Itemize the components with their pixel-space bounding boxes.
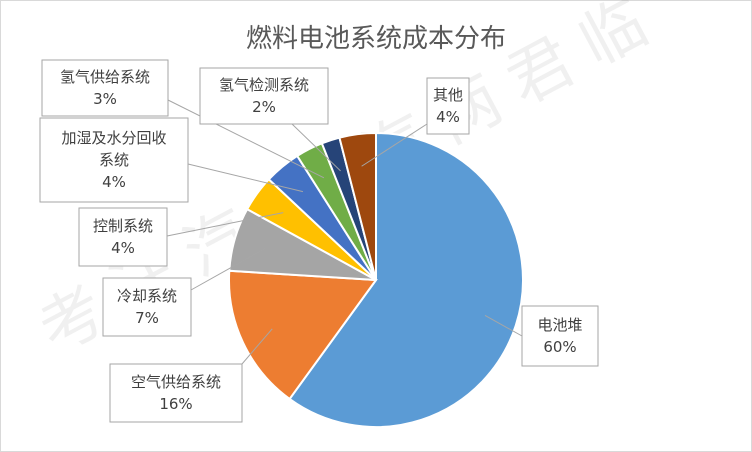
- data-label-value: 60%: [543, 338, 576, 356]
- pie-slice: [228, 269, 378, 401]
- data-label-category: 氢气检测系统: [219, 76, 309, 94]
- data-label-value: 16%: [159, 395, 192, 413]
- data-label-box: [78, 207, 168, 267]
- data-label-box: [109, 363, 243, 423]
- data-label-value: 7%: [135, 309, 159, 327]
- data-label-box: [521, 305, 599, 367]
- data-label-box: [199, 67, 329, 125]
- data-label-category: 空气供给系统: [131, 373, 221, 391]
- data-label-category: 氢气供给系统: [60, 68, 150, 86]
- label-leader-line: [484, 314, 523, 337]
- data-label-value: 3%: [93, 90, 117, 108]
- data-label-value: 4%: [436, 108, 460, 126]
- data-label-category: 系统: [99, 151, 129, 169]
- label-leader-line: [241, 328, 273, 365]
- label-leader-line: [166, 212, 284, 237]
- data-label-box: [102, 277, 192, 337]
- data-label-category: 控制系统: [93, 217, 153, 235]
- data-label-category: 冷却系统: [117, 287, 177, 305]
- label-leader-line: [167, 99, 325, 179]
- data-label-box: [41, 59, 169, 117]
- data-label-box: [426, 77, 470, 135]
- pie-slice: [338, 131, 377, 281]
- label-leader-line: [291, 123, 341, 172]
- data-label-category: 加湿及水分回收: [61, 129, 166, 147]
- label-leader-line: [187, 163, 304, 193]
- chart-title: 燃料电池系统成本分布: [245, 24, 506, 54]
- data-label-value: 2%: [252, 98, 276, 116]
- data-label-value: 4%: [111, 239, 135, 257]
- data-label-category: 其他: [433, 86, 463, 104]
- pie-slice: [288, 131, 524, 428]
- label-leader-line: [190, 247, 267, 291]
- data-label-category: 电池堆: [537, 316, 582, 334]
- data-label-value: 4%: [102, 173, 126, 191]
- data-label-box: [39, 117, 189, 203]
- label-leader-line: [361, 123, 428, 167]
